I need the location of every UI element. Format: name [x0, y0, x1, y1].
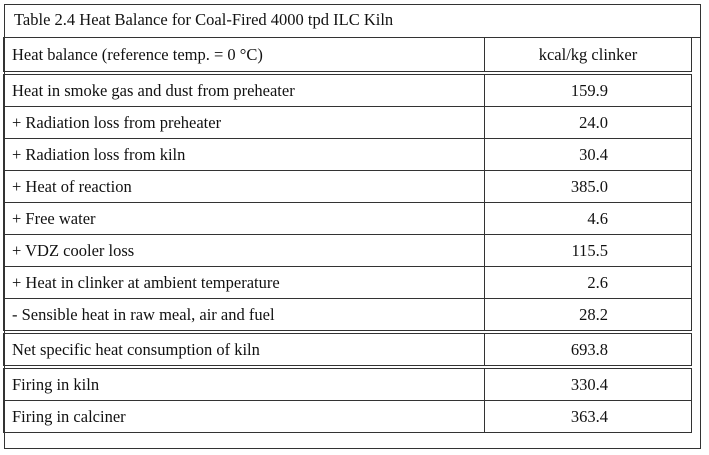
table-row: + Heat of reaction 385.0	[3, 170, 692, 203]
table-row: + Radiation loss from kiln 30.4	[3, 138, 692, 171]
row-label: + Free water	[3, 202, 485, 235]
row-label: + Radiation loss from kiln	[3, 138, 485, 171]
table-row: + Heat in clinker at ambient temperature…	[3, 266, 692, 299]
table-row: Heat in smoke gas and dust from preheate…	[3, 74, 692, 107]
row-value: 385.0	[484, 170, 692, 203]
table-row: - Sensible heat in raw meal, air and fue…	[3, 298, 692, 331]
table-row: + Radiation loss from preheater 24.0	[3, 106, 692, 139]
net-row: Net specific heat consumption of kiln 69…	[3, 333, 692, 366]
row-label: - Sensible heat in raw meal, air and fue…	[3, 298, 485, 331]
row-value: 4.6	[484, 202, 692, 235]
firing-value: 363.4	[484, 400, 692, 433]
row-value: 115.5	[484, 234, 692, 267]
net-value: 693.8	[484, 333, 692, 366]
heat-balance-table: Heat balance (reference temp. = 0 °C) kc…	[3, 37, 692, 433]
firing-row: Firing in kiln 330.4	[3, 368, 692, 401]
row-value: 159.9	[484, 74, 692, 107]
table-caption: Table 2.4 Heat Balance for Coal-Fired 40…	[5, 5, 700, 38]
row-value: 24.0	[484, 106, 692, 139]
table-header-row: Heat balance (reference temp. = 0 °C) kc…	[3, 37, 692, 72]
row-label: + Heat in clinker at ambient temperature	[3, 266, 485, 299]
firing-row: Firing in calciner 363.4	[3, 400, 692, 433]
firing-label: Firing in kiln	[3, 368, 485, 401]
row-label: Heat in smoke gas and dust from preheate…	[3, 74, 485, 107]
row-value: 28.2	[484, 298, 692, 331]
header-unit: kcal/kg clinker	[484, 37, 692, 72]
row-value: 30.4	[484, 138, 692, 171]
table-row: + Free water 4.6	[3, 202, 692, 235]
firing-value: 330.4	[484, 368, 692, 401]
row-label: + VDZ cooler loss	[3, 234, 485, 267]
firing-label: Firing in calciner	[3, 400, 485, 433]
row-value: 2.6	[484, 266, 692, 299]
row-label: + Heat of reaction	[3, 170, 485, 203]
header-label: Heat balance (reference temp. = 0 °C)	[3, 37, 485, 72]
net-label: Net specific heat consumption of kiln	[3, 333, 485, 366]
row-label: + Radiation loss from preheater	[3, 106, 485, 139]
table-row: + VDZ cooler loss 115.5	[3, 234, 692, 267]
